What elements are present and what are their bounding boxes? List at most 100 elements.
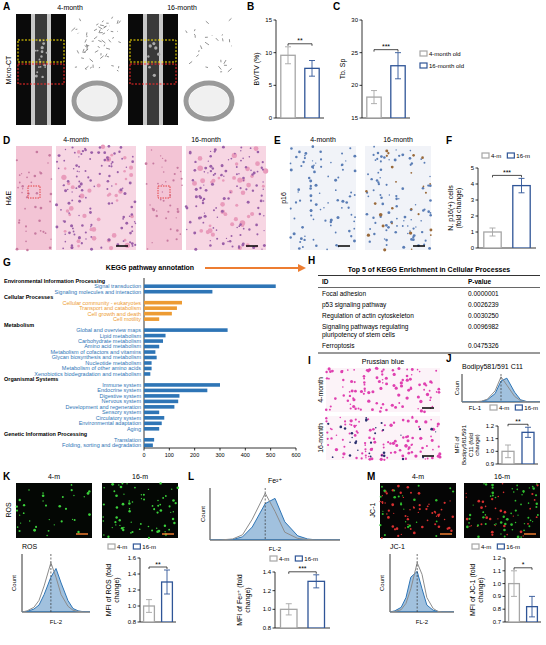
texture <box>402 458 404 460</box>
texture <box>112 37 114 39</box>
texture <box>185 205 188 208</box>
texture <box>379 194 381 196</box>
tick <box>274 118 277 119</box>
texture <box>350 380 353 383</box>
texture <box>192 179 194 181</box>
texture <box>235 204 238 207</box>
texture <box>392 384 395 387</box>
texture <box>491 498 493 500</box>
cell: Signaling pathways regulatingpluripotenc… <box>322 323 409 339</box>
texture <box>223 176 224 177</box>
texture <box>438 516 440 518</box>
texture <box>410 238 413 241</box>
texture <box>491 534 493 536</box>
tick-label: 3 <box>471 197 475 203</box>
texture <box>102 516 104 518</box>
texture <box>198 50 200 52</box>
texture <box>341 152 343 154</box>
legend-key <box>472 544 479 549</box>
texture <box>42 500 43 501</box>
texture <box>40 66 42 68</box>
significance: ** <box>155 561 161 568</box>
texture <box>360 390 363 393</box>
texture <box>111 163 113 165</box>
texture <box>123 192 126 195</box>
texture <box>299 200 301 202</box>
texture <box>391 223 393 225</box>
texture <box>54 524 55 525</box>
texture <box>19 174 21 176</box>
texture <box>122 187 124 189</box>
texture <box>41 51 43 53</box>
plot-area <box>281 575 325 628</box>
scale-bar <box>162 533 174 535</box>
texture <box>320 166 322 168</box>
texture <box>220 175 222 177</box>
significance: * <box>522 561 525 568</box>
texture <box>18 222 20 224</box>
texture <box>148 489 149 490</box>
texture <box>86 36 87 38</box>
legend-key <box>133 544 140 549</box>
texture <box>118 66 119 68</box>
texture <box>192 181 197 186</box>
texture <box>388 159 389 160</box>
texture <box>208 160 209 161</box>
texture <box>353 228 355 230</box>
texture <box>368 368 371 371</box>
image <box>326 368 440 412</box>
texture <box>364 448 366 450</box>
texture <box>238 225 240 227</box>
texture <box>93 186 95 188</box>
bar <box>144 443 153 447</box>
texture <box>383 455 386 458</box>
texture <box>418 426 420 428</box>
bar <box>144 312 172 316</box>
category-label: Folding, sorting and degradation <box>62 442 141 448</box>
tick <box>503 596 506 597</box>
texture <box>382 429 384 431</box>
scale-bar <box>524 533 536 535</box>
texture <box>522 490 524 492</box>
texture <box>384 490 387 493</box>
panel-letter: L <box>188 471 194 482</box>
image <box>186 146 266 250</box>
tick-label: 2 <box>471 213 475 219</box>
texture <box>385 224 388 227</box>
texture <box>263 230 264 231</box>
texture <box>177 486 180 489</box>
texture <box>335 189 337 191</box>
texture <box>84 149 87 152</box>
texture <box>402 246 405 249</box>
texture <box>400 435 401 436</box>
label: 16-month <box>191 136 221 143</box>
texture <box>55 226 58 229</box>
texture <box>391 404 394 407</box>
texture <box>411 437 414 440</box>
texture <box>503 525 506 528</box>
texture <box>377 172 379 174</box>
texture <box>430 234 432 236</box>
texture <box>383 451 386 454</box>
texture <box>241 244 244 247</box>
texture <box>386 184 388 186</box>
texture <box>395 198 398 201</box>
scale-bar <box>413 245 425 247</box>
texture <box>342 439 344 441</box>
tspan: Ferroptosis <box>322 342 355 350</box>
texture <box>382 225 385 228</box>
table: Top 5 of KEGG Enrichment in Cellular Pro… <box>318 266 540 353</box>
image <box>182 14 236 76</box>
tick-label: 1.2 <box>486 423 495 429</box>
texture <box>85 238 87 240</box>
bar <box>144 301 182 305</box>
texture <box>419 508 421 510</box>
panel-letter: A <box>3 1 10 12</box>
texture <box>401 379 404 382</box>
tick-label: 500 <box>266 452 275 458</box>
roi <box>158 186 170 198</box>
texture <box>379 213 383 217</box>
tspan: Coun <box>454 381 460 395</box>
tick <box>360 85 363 86</box>
texture <box>382 379 384 381</box>
